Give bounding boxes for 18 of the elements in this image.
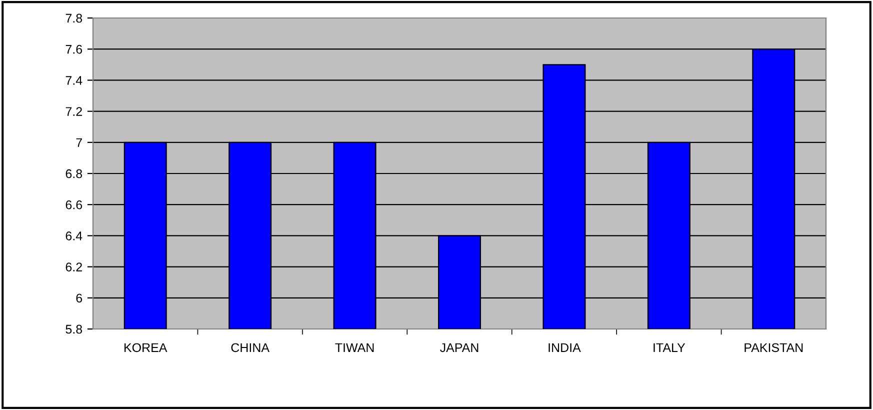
x-tick-label: INDIA (548, 343, 581, 352)
y-tick-label: 7.8 (66, 14, 82, 23)
y-tick-label: 7.2 (66, 107, 82, 116)
x-tick-label: KOREA (124, 343, 168, 352)
y-tick-label: 5.8 (66, 324, 82, 334)
y-tick-label: 6.8 (66, 169, 82, 178)
y-tick-label: 6 (76, 294, 82, 303)
x-tick-label: TIWAN (335, 343, 374, 352)
y-tick-label: 7.6 (66, 44, 82, 54)
x-tick-label: JAPAN (440, 343, 478, 352)
x-tick-label: CHINA (231, 343, 270, 352)
y-tick-label: 7.4 (66, 76, 82, 85)
x-tick-label: ITALY (654, 343, 686, 352)
x-tick-label: PAKISTAN (744, 343, 803, 352)
y-tick-label: 6.6 (66, 200, 82, 210)
y-tick-label: 7 (76, 138, 82, 147)
y-tick-label: 6.4 (66, 232, 82, 240)
y-tick-label: 6.2 (66, 262, 82, 272)
